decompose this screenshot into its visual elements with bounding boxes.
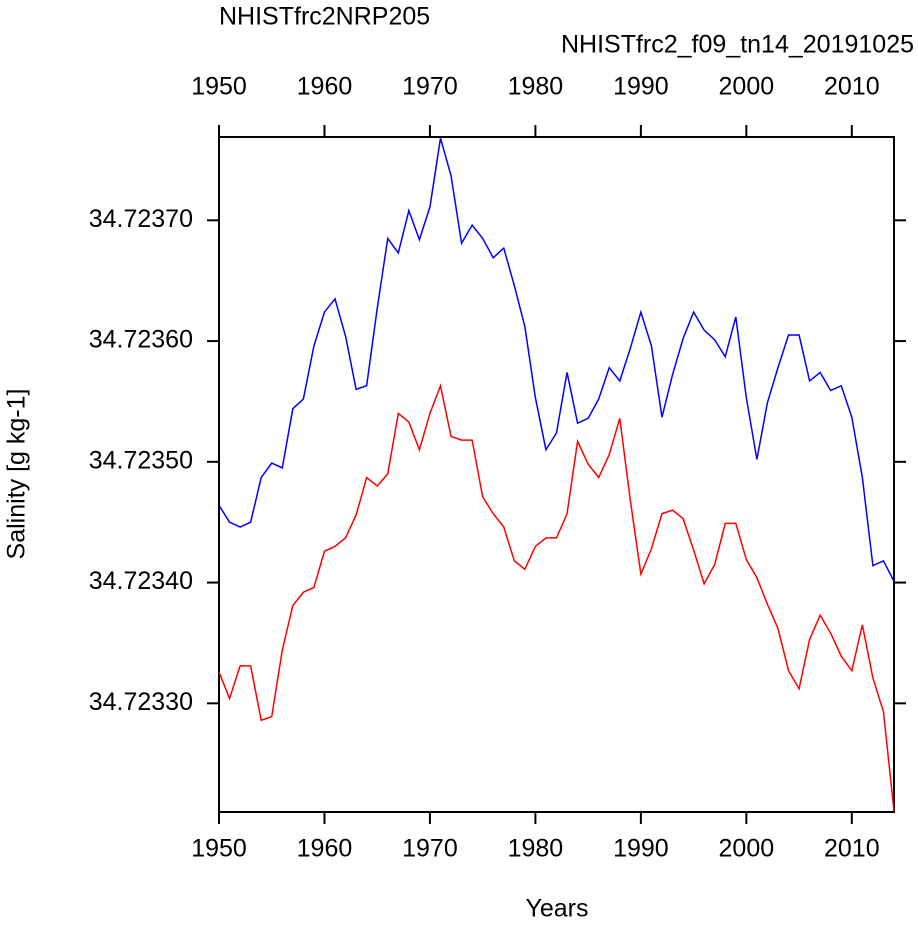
x-tick-label: 1970 (402, 835, 458, 863)
plot-frame (218, 136, 895, 813)
series-title-0: NHISTfrc2NRP205 (219, 3, 430, 31)
x-tick-label-top: 1970 (402, 73, 458, 101)
x-tick-label-top: 2010 (824, 73, 880, 101)
x-tick-label: 2010 (824, 835, 880, 863)
x-tick-label-top: 1950 (191, 73, 247, 101)
y-axis-label: Salinity [g kg-1] (3, 389, 31, 560)
x-tick-label: 1960 (297, 835, 353, 863)
x-tick-label: 1950 (191, 835, 247, 863)
y-tick-label: 34.72370 (89, 205, 193, 233)
x-axis-label: Years (525, 895, 588, 923)
y-tick-label: 34.72360 (89, 326, 193, 354)
x-tick-label: 1980 (508, 835, 564, 863)
x-tick-label-top: 1990 (613, 73, 669, 101)
y-tick-label: 34.72330 (89, 688, 193, 716)
x-tick-label: 2000 (719, 835, 775, 863)
x-tick-label-top: 2000 (719, 73, 775, 101)
line-series (218, 383, 895, 811)
x-tick-label: 1990 (613, 835, 669, 863)
series-title-1: NHISTfrc2_f09_tn14_20191025 (561, 31, 914, 59)
x-tick-label-top: 1980 (508, 73, 564, 101)
y-tick-label: 34.72340 (89, 567, 193, 595)
y-tick-label: 34.72350 (89, 446, 193, 474)
line-series (218, 138, 895, 582)
x-tick-label-top: 1960 (297, 73, 353, 101)
